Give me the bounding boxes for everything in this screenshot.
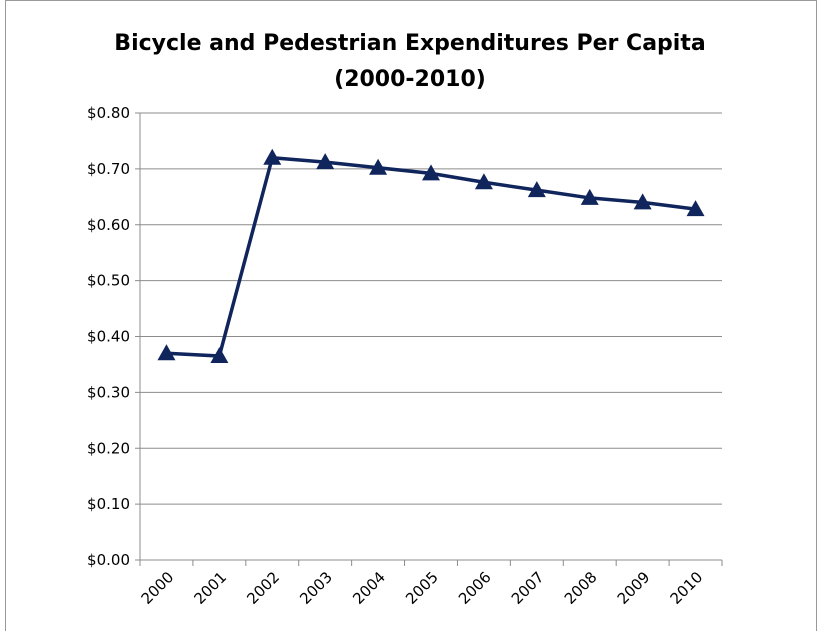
x-tick-label: 2005 bbox=[402, 568, 442, 608]
marker bbox=[369, 158, 388, 175]
x-tick-label: 2003 bbox=[296, 568, 336, 608]
marker bbox=[527, 181, 546, 198]
x-tick-label: 2007 bbox=[508, 568, 548, 608]
chart-title: Bicycle and Pedestrian Expenditures Per … bbox=[114, 31, 705, 56]
marker bbox=[422, 164, 440, 181]
marker bbox=[686, 200, 705, 217]
x-tick-label: 2000 bbox=[138, 568, 178, 608]
y-tick-label: $0.60 bbox=[87, 216, 130, 234]
y-tick-label: $0.20 bbox=[87, 439, 130, 457]
x-tick-label: 2002 bbox=[243, 568, 283, 608]
x-tick-label: 2009 bbox=[614, 568, 654, 608]
y-tick-label: $0.10 bbox=[87, 495, 130, 513]
y-tick-label: $0.40 bbox=[87, 328, 130, 346]
chart-subtitle: (2000-2010) bbox=[334, 67, 486, 92]
marker bbox=[157, 344, 176, 361]
marker bbox=[316, 153, 335, 170]
chart-border bbox=[5, 0, 817, 635]
marker bbox=[263, 148, 282, 165]
x-tick-label: 2006 bbox=[455, 568, 495, 608]
marker bbox=[210, 347, 229, 364]
marker bbox=[580, 188, 599, 205]
y-tick-label: $0.80 bbox=[87, 104, 130, 122]
x-tick-label: 2004 bbox=[349, 568, 389, 608]
x-tick-label: 2001 bbox=[190, 568, 230, 608]
y-tick-label: $0.00 bbox=[87, 551, 130, 569]
y-tick-label: $0.70 bbox=[87, 160, 130, 178]
line bbox=[166, 155, 696, 358]
marker bbox=[633, 193, 652, 210]
y-tick-label: $0.50 bbox=[87, 272, 130, 290]
marker bbox=[474, 173, 493, 190]
x-tick-label: 2008 bbox=[561, 568, 601, 608]
x-tick-label: 2010 bbox=[667, 568, 707, 608]
y-tick-label: $0.30 bbox=[87, 383, 130, 401]
